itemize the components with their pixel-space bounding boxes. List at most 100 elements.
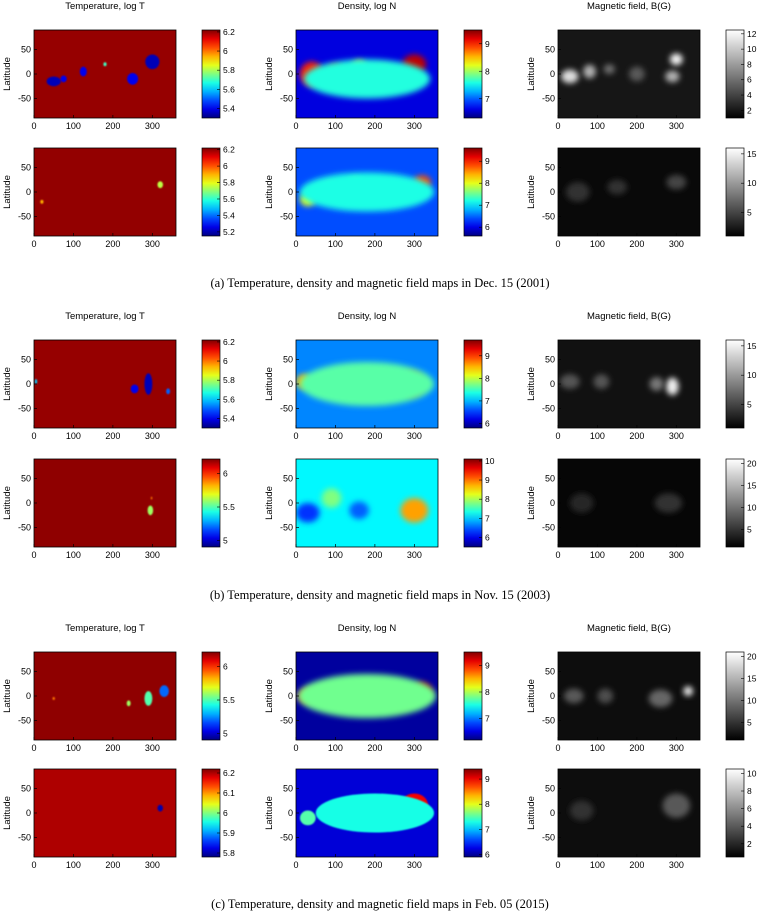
x-tick-label: 300 bbox=[669, 550, 684, 559]
y-tick-label: -50 bbox=[280, 93, 293, 103]
x-tick-label: 200 bbox=[629, 860, 644, 869]
x-tick-label: 0 bbox=[31, 431, 36, 440]
y-axis-label: Latitude bbox=[526, 367, 537, 401]
x-tick-label: 300 bbox=[669, 121, 684, 130]
x-tick-label: 0 bbox=[555, 239, 560, 248]
y-tick-label: 50 bbox=[21, 667, 31, 677]
colorbar-tick-label: 6 bbox=[223, 356, 228, 366]
y-axis-label: Latitude bbox=[526, 175, 537, 209]
colorbar bbox=[725, 147, 745, 237]
colorbar-tick-label: 8 bbox=[485, 373, 490, 383]
colorbar-tick-label: 10 bbox=[747, 768, 757, 778]
y-tick-label: -50 bbox=[280, 832, 293, 842]
map-background bbox=[34, 340, 176, 428]
y-tick-label: 50 bbox=[545, 667, 555, 677]
x-tick-label: 0 bbox=[31, 239, 36, 248]
map-feature-2 bbox=[144, 691, 153, 706]
map-feature-1 bbox=[126, 700, 131, 707]
map-feature-1 bbox=[607, 179, 628, 195]
y-tick-label: -50 bbox=[280, 403, 293, 413]
map-feature-4 bbox=[299, 362, 435, 406]
colorbar-tick-label: 5.8 bbox=[223, 848, 235, 858]
map-feature-3 bbox=[649, 377, 664, 391]
colorbar-tick-label: 5.8 bbox=[223, 65, 235, 75]
x-tick-label: 0 bbox=[293, 239, 298, 248]
x-tick-label: 300 bbox=[407, 860, 422, 869]
colorbar-tick-label: 6 bbox=[223, 46, 228, 56]
map-feature-4 bbox=[665, 70, 680, 83]
y-axis-label: Latitude bbox=[526, 486, 537, 520]
chart-title: Temperature, log T bbox=[65, 1, 145, 12]
y-tick-label: 50 bbox=[21, 163, 31, 173]
map-background bbox=[558, 340, 700, 428]
map-background bbox=[34, 769, 176, 857]
colorbar-tick-label: 6.2 bbox=[223, 768, 235, 778]
y-tick-label: 0 bbox=[26, 691, 31, 701]
x-tick-label: 300 bbox=[407, 743, 422, 752]
x-tick-label: 200 bbox=[367, 550, 382, 559]
chart-title: Density, log N bbox=[338, 311, 397, 322]
x-tick-label: 300 bbox=[145, 743, 160, 752]
y-tick-label: 50 bbox=[21, 784, 31, 794]
x-tick-label: 0 bbox=[293, 550, 298, 559]
x-tick-label: 100 bbox=[66, 239, 81, 248]
x-tick-label: 200 bbox=[105, 743, 120, 752]
y-tick-label: 50 bbox=[545, 45, 555, 55]
colorbar-tick-label: 7 bbox=[485, 396, 490, 406]
colorbar bbox=[725, 458, 745, 548]
colorbar-tick-label: 5.6 bbox=[223, 84, 235, 94]
map-feature-2 bbox=[666, 174, 687, 190]
colorbar-tick-label: 10 bbox=[747, 695, 757, 705]
x-tick-label: 100 bbox=[590, 860, 605, 869]
chart-title: Density, log N bbox=[338, 623, 397, 634]
y-tick-label: 0 bbox=[26, 69, 31, 79]
y-tick-label: 0 bbox=[288, 808, 293, 818]
x-tick-label: 200 bbox=[105, 239, 120, 248]
x-tick-label: 100 bbox=[328, 431, 343, 440]
map-feature-1 bbox=[130, 384, 139, 394]
map-feature-1 bbox=[60, 75, 67, 83]
map-feature-2 bbox=[666, 377, 679, 396]
x-tick-label: 0 bbox=[555, 860, 560, 869]
y-tick-label: 0 bbox=[550, 69, 555, 79]
x-tick-label: 0 bbox=[555, 743, 560, 752]
map-background bbox=[34, 652, 176, 740]
colorbar-tick-label: 6 bbox=[485, 532, 490, 542]
y-axis-label: Latitude bbox=[264, 796, 275, 830]
colorbar bbox=[201, 458, 221, 548]
map-feature-2 bbox=[79, 66, 87, 77]
colorbar-tick-label: 6 bbox=[485, 849, 490, 859]
x-tick-label: 100 bbox=[328, 239, 343, 248]
y-tick-label: 50 bbox=[283, 474, 293, 484]
colorbar-tick-label: 5.5 bbox=[223, 695, 235, 705]
x-tick-label: 100 bbox=[590, 550, 605, 559]
colorbar-tick-label: 8 bbox=[485, 66, 490, 76]
colorbar-tick-label: 6.2 bbox=[223, 145, 235, 155]
x-tick-label: 200 bbox=[629, 121, 644, 130]
chart-title: Temperature, log T bbox=[65, 623, 145, 634]
map-panel-c-1-3: 0100200300500-50LongitudeLatitudeMagneti… bbox=[526, 623, 757, 752]
colorbar-tick-label: 7 bbox=[485, 200, 490, 210]
colorbar-tick-label: 5 bbox=[747, 717, 752, 727]
colorbar-tick-label: 8 bbox=[485, 687, 490, 697]
x-tick-label: 200 bbox=[105, 431, 120, 440]
map-feature-3 bbox=[683, 686, 693, 696]
map-panel-b-1-2: 0100200300500-50LongitudeLatitudeDensity… bbox=[264, 311, 490, 440]
colorbar-tick-label: 6 bbox=[223, 662, 228, 672]
x-tick-label: 0 bbox=[293, 121, 298, 130]
colorbar-tick-label: 5.8 bbox=[223, 178, 235, 188]
y-tick-label: 50 bbox=[283, 784, 293, 794]
map-panel-c-2-1: 0100200300500-50LongitudeLatitude6.26.16… bbox=[2, 768, 235, 869]
colorbar-tick-label: 15 bbox=[747, 673, 757, 683]
colorbar-tick-label: 2 bbox=[747, 839, 752, 849]
y-tick-label: 0 bbox=[288, 498, 293, 508]
colorbar-tick-label: 10 bbox=[747, 178, 757, 188]
colorbar-tick-label: 10 bbox=[485, 456, 495, 466]
map-feature-1 bbox=[662, 793, 691, 818]
colorbar-tick-label: 5.5 bbox=[223, 502, 235, 512]
colorbar-tick-label: 9 bbox=[485, 156, 490, 166]
colorbar-tick-label: 7 bbox=[485, 94, 490, 104]
x-tick-label: 200 bbox=[367, 431, 382, 440]
map-feature-3 bbox=[321, 488, 342, 508]
